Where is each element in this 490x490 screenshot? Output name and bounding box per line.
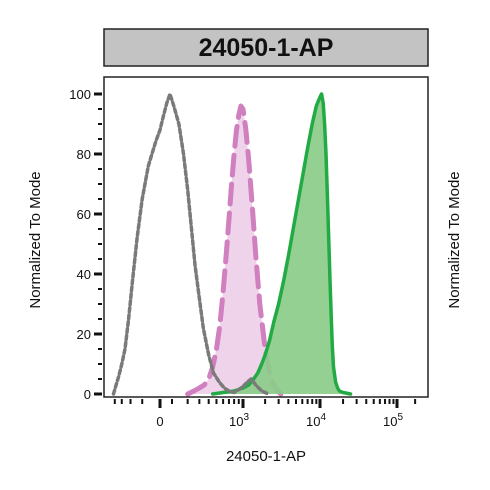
plot-frame <box>103 76 429 398</box>
series-secondary-line <box>185 103 284 397</box>
series-antibody-fill <box>212 94 351 394</box>
x-tick-label: 103 <box>229 412 249 429</box>
series-layer <box>111 92 353 397</box>
y-tick-label: 100 <box>69 87 91 102</box>
y-axis: 0 20 40 60 80 100 <box>69 87 102 402</box>
x-axis-label: 24050-1-AP <box>226 448 306 465</box>
y-tick-label: 60 <box>77 207 91 222</box>
y-axis-label-right: Normalized To Mode <box>446 171 463 308</box>
y-tick-label: 0 <box>84 387 91 402</box>
y-axis-label: Normalized To Mode <box>27 171 44 308</box>
x-tick-label: 104 <box>306 412 326 429</box>
series-isotype-line <box>111 92 271 396</box>
series-secondary-fill <box>187 106 281 394</box>
x-tick-label: 0 <box>156 414 163 429</box>
title-box <box>103 28 429 67</box>
y-tick-label: 40 <box>77 267 91 282</box>
y-tick-label: 80 <box>77 147 91 162</box>
x-axis: 0 103 104 105 <box>113 399 417 429</box>
series-antibody-line <box>210 92 353 396</box>
y-tick-label: 20 <box>77 327 91 342</box>
x-tick-label: 105 <box>383 412 403 429</box>
chart-title: 24050-1-AP <box>199 34 334 62</box>
